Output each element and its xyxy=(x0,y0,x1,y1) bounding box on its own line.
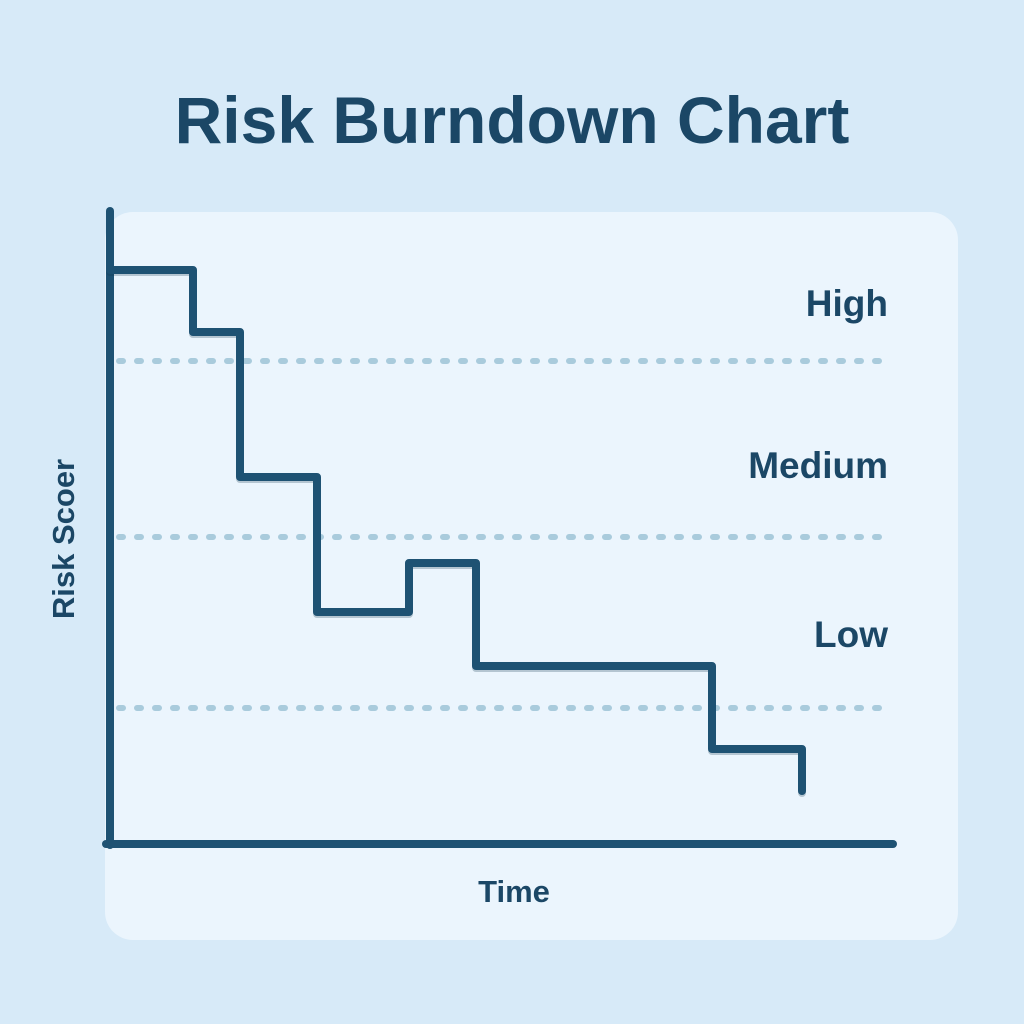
risk-burndown-step-line xyxy=(106,266,806,795)
band-label-medium: Medium xyxy=(748,445,888,486)
y-axis-label: Risk Scoer xyxy=(46,458,81,620)
band-label-low: Low xyxy=(814,614,888,655)
chart-title: Risk Burndown Chart xyxy=(174,83,850,157)
chart-panel xyxy=(105,212,958,940)
x-axis-label: Time xyxy=(478,874,550,909)
band-label-high: High xyxy=(805,283,888,324)
